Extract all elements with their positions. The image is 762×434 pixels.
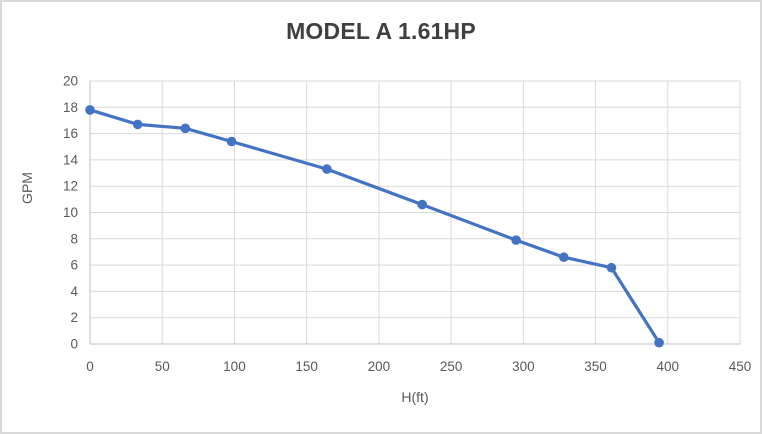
x-tick-label: 400 <box>657 359 680 374</box>
data-point-marker <box>417 199 428 210</box>
y-tick-label: 8 <box>70 231 78 246</box>
data-point-marker <box>511 235 521 245</box>
y-tick-label: 16 <box>63 126 78 141</box>
data-point-marker <box>132 119 143 130</box>
chart-title: MODEL A 1.61HP <box>286 18 476 44</box>
y-tick-label: 20 <box>63 74 78 89</box>
series-line <box>88 108 661 345</box>
x-tick-label: 50 <box>155 359 170 374</box>
data-point-marker <box>85 105 95 115</box>
y-tick-label: 14 <box>63 152 79 167</box>
x-tick-label: 150 <box>295 359 318 374</box>
y-tick-label: 6 <box>70 258 78 273</box>
x-tick-label: 250 <box>440 359 463 374</box>
data-point-marker <box>606 262 617 273</box>
data-point-marker <box>180 123 191 134</box>
data-point-marker <box>654 337 664 348</box>
x-tick-label: 200 <box>368 359 391 374</box>
x-axis-title: H(ft) <box>401 389 429 405</box>
x-tick-label: 450 <box>729 359 752 374</box>
y-tick-label: 0 <box>70 337 78 352</box>
x-tick-label: 0 <box>86 359 94 374</box>
x-tick-label: 350 <box>584 359 607 374</box>
x-tick-label: 100 <box>223 359 246 374</box>
y-tick-label: 4 <box>70 284 78 299</box>
y-tick-label: 18 <box>63 100 78 115</box>
x-tick-label: 300 <box>512 359 535 374</box>
data-point-marker <box>226 136 237 147</box>
y-tick-label: 2 <box>70 310 78 325</box>
y-tick-label: 10 <box>63 205 78 220</box>
data-point-marker <box>322 164 332 174</box>
y-tick-label: 12 <box>63 179 78 194</box>
data-point-marker <box>558 252 569 263</box>
